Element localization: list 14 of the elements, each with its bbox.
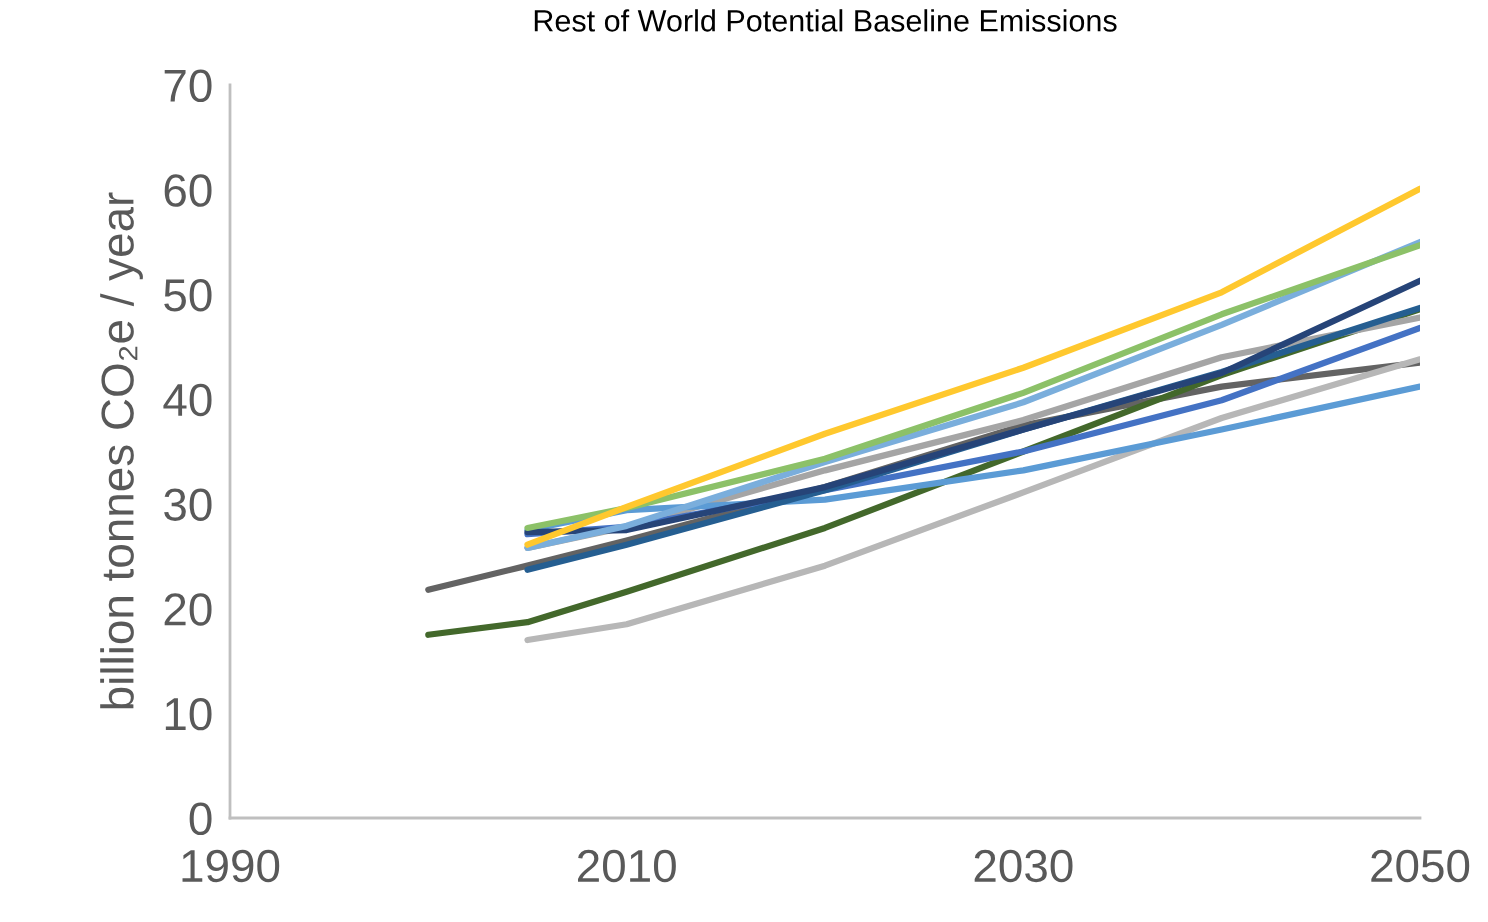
- y-tick-label: 20: [164, 593, 212, 626]
- y-tick-label: 50: [164, 279, 212, 312]
- y-tick-label: 10: [165, 697, 212, 731]
- y-axis-title: billion tonnes CO₂e / year: [100, 192, 143, 709]
- y-tick-label: 30: [164, 488, 212, 521]
- y-tick-label: 70: [164, 69, 212, 103]
- y-tick-label: 0: [189, 802, 212, 836]
- chart-title: Rest of World Potential Baseline Emissions: [534, 9, 1117, 32]
- x-tick-label: 2050: [1371, 849, 1470, 883]
- y-tick-label: 60: [164, 174, 212, 207]
- x-tick-label: 2030: [974, 849, 1073, 883]
- x-tick-label: 2010: [578, 849, 676, 883]
- x-tick-label: 1990: [182, 849, 280, 883]
- y-tick-label: 40: [163, 383, 212, 417]
